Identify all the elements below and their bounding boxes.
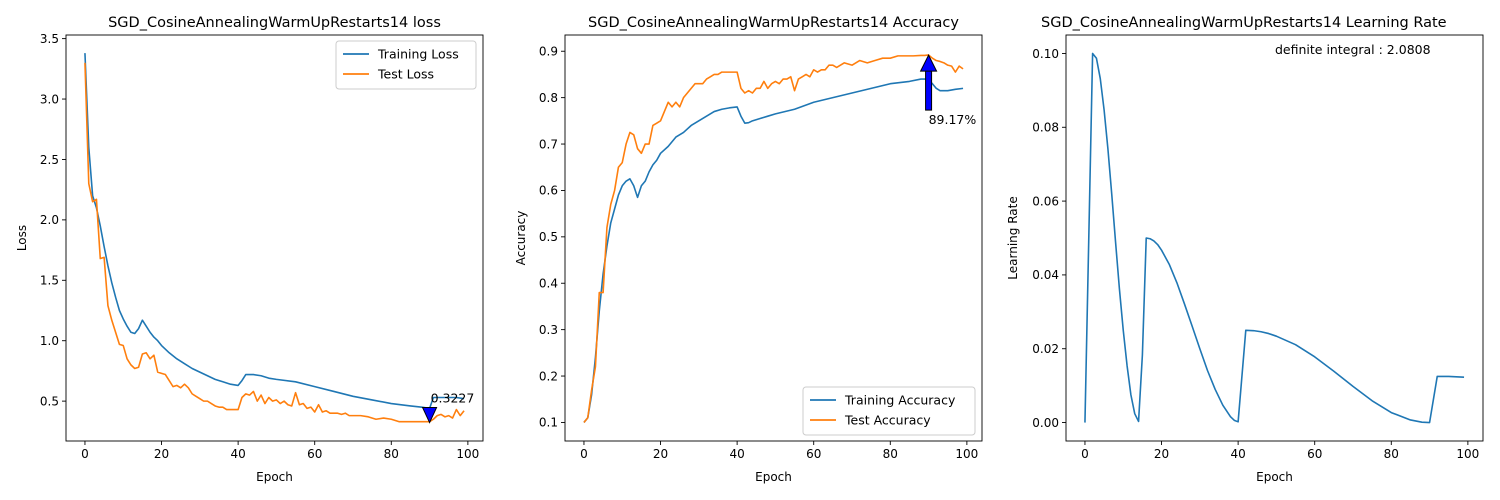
x-tick-label: 20	[1154, 447, 1169, 461]
learning-rate-series-lines	[1084, 52, 1465, 424]
y-tick-label: 0.06	[1032, 194, 1059, 208]
y-tick-label: 0.5	[539, 230, 558, 244]
y-tick-label: 3.0	[40, 92, 59, 106]
plot-frame	[65, 34, 484, 442]
x-tick-label: 80	[384, 447, 399, 461]
y-tick-label: 2.0	[40, 213, 59, 227]
y-tick-label: 0.3	[539, 323, 558, 337]
up-arrow-icon	[919, 53, 938, 72]
test-accuracy-line	[583, 54, 964, 423]
y-tick-label: 0.4	[539, 277, 558, 291]
y-tick-label: 2.5	[40, 153, 59, 167]
accuracy-panel: SGD_CosineAnnealingWarmUpRestarts14 Accu…	[514, 15, 983, 484]
accuracy-x-axis-label: Epoch	[755, 470, 792, 484]
y-tick-label: 0.08	[1032, 121, 1059, 135]
loss-series-lines	[84, 53, 465, 423]
test-loss-line	[84, 62, 465, 423]
legend-frame	[802, 386, 976, 436]
x-tick-label: 40	[729, 447, 744, 461]
learning-rate-chart-title: SGD_CosineAnnealingWarmUpRestarts14 Lear…	[1041, 15, 1447, 31]
training-loss-line	[84, 53, 465, 410]
x-tick-label: 100	[456, 447, 479, 461]
accuracy-axes: 0 20 40 60 80 100 0.1 0.2 0.3 0.4 0.5 0.6 0.7 0.8 0.9	[539, 34, 983, 461]
x-tick-label: 100	[1456, 447, 1479, 461]
accuracy-legend: Training Accuracy Test Accuracy	[802, 386, 976, 436]
definite-integral-annotation: definite integral : 2.0808	[1275, 42, 1431, 57]
loss-legend: Training Loss Test Loss	[335, 40, 477, 90]
legend-label-test-loss: Test Loss	[377, 67, 434, 82]
x-tick-label: 60	[1307, 447, 1322, 461]
plot-frame	[1065, 34, 1484, 442]
accuracy-y-axis-label: Accuracy	[514, 211, 528, 266]
y-tick-label: 0.10	[1032, 47, 1059, 61]
learning-rate-axes: 0 20 40 60 80 100 0.00 0.02 0.04 0.06 0.08 0.10	[1032, 34, 1484, 461]
x-tick-label: 60	[806, 447, 821, 461]
x-tick-label: 0	[81, 447, 89, 461]
x-tick-label: 40	[230, 447, 245, 461]
x-tick-label: 0	[580, 447, 588, 461]
y-tick-label: 0.1	[539, 416, 558, 430]
y-tick-label: 0.9	[539, 45, 558, 59]
loss-y-axis-label: Loss	[15, 225, 29, 251]
y-tick-label: 0.7	[539, 137, 558, 151]
legend-label-training-accuracy: Training Accuracy	[844, 393, 956, 408]
x-tick-label: 60	[307, 447, 322, 461]
up-arrow-shaft	[925, 69, 933, 111]
y-tick-label: 0.2	[539, 369, 558, 383]
y-tick-label: 0.00	[1032, 416, 1059, 430]
learning-rate-line	[1084, 52, 1465, 424]
loss-min-annotation: 0.3227	[421, 391, 475, 424]
x-tick-label: 0	[1081, 447, 1089, 461]
legend-label-training-loss: Training Loss	[377, 47, 459, 62]
x-tick-label: 20	[653, 447, 668, 461]
y-tick-label: 1.0	[40, 334, 59, 348]
x-tick-label: 40	[1230, 447, 1245, 461]
loss-panel: SGD_CosineAnnealingWarmUpRestarts14 loss…	[15, 15, 484, 484]
loss-x-axis-label: Epoch	[256, 470, 293, 484]
accuracy-series-lines	[583, 54, 964, 423]
y-tick-label: 0.04	[1032, 268, 1059, 282]
y-tick-label: 0.6	[539, 184, 558, 198]
accuracy-max-annotation-label: 89.17%	[929, 112, 977, 127]
plot-frame	[564, 34, 983, 442]
x-tick-label: 20	[154, 447, 169, 461]
learning-rate-y-axis-label: Learning Rate	[1006, 196, 1020, 279]
x-tick-label: 80	[1384, 447, 1399, 461]
accuracy-chart-title: SGD_CosineAnnealingWarmUpRestarts14 Accu…	[588, 15, 959, 31]
y-tick-label: 1.5	[40, 274, 59, 288]
x-tick-label: 80	[883, 447, 898, 461]
accuracy-max-annotation: 89.17%	[919, 53, 977, 127]
loss-chart-title: SGD_CosineAnnealingWarmUpRestarts14 loss	[108, 15, 441, 31]
y-tick-label: 0.8	[539, 91, 558, 105]
learning-rate-panel: SGD_CosineAnnealingWarmUpRestarts14 Lear…	[1006, 15, 1484, 484]
learning-rate-x-axis-label: Epoch	[1256, 470, 1293, 484]
loss-min-annotation-label: 0.3227	[431, 391, 475, 406]
legend-frame	[335, 40, 477, 90]
y-tick-label: 0.02	[1032, 342, 1059, 356]
training-accuracy-line	[583, 78, 964, 423]
y-tick-label: 0.5	[40, 394, 59, 408]
y-tick-label: 3.5	[40, 32, 59, 46]
down-arrow-icon	[421, 407, 438, 424]
loss-axes: 0 20 40 60 80 100 0.5 1.0 1.5 2.0 2.5 3.0 3.5	[40, 32, 484, 461]
x-tick-label: 100	[955, 447, 978, 461]
legend-label-test-accuracy: Test Accuracy	[844, 413, 931, 428]
